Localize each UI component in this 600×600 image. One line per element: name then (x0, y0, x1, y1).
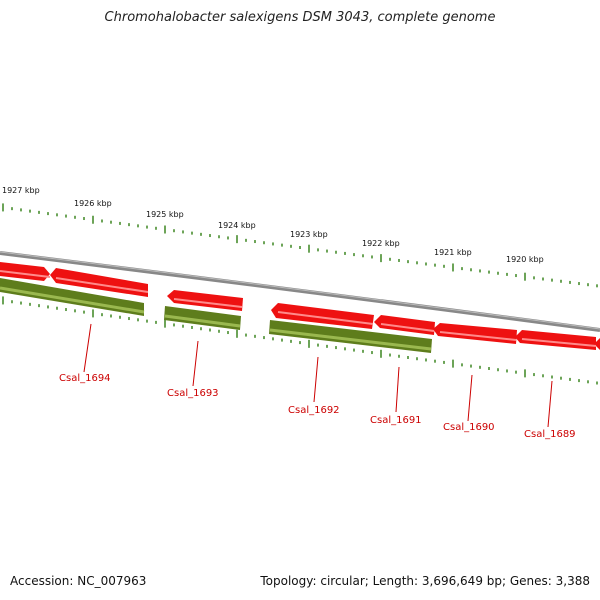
label-leader-line (313, 356, 319, 403)
gene-forward-2 (50, 268, 148, 297)
label-leader-line (467, 374, 473, 422)
gene-label: Csal_1692 (288, 405, 340, 416)
scale-tick-label: 1921 kbp (434, 248, 472, 257)
gene-label: Csal_1689 (524, 429, 576, 440)
gene-label: Csal_1691 (370, 415, 422, 426)
scale-tick-label: 1926 kbp (74, 199, 112, 208)
label-leader-line (192, 340, 199, 387)
gene-label: Csal_1693 (167, 388, 219, 399)
gene-label: Csal_1694 (59, 373, 111, 384)
page-title: Chromohalobacter salexigens DSM 3043, co… (104, 10, 496, 25)
scale-tick-label: 1927 kbp (2, 186, 40, 195)
topology-summary: Topology: circular; Length: 3,696,649 bp… (260, 574, 590, 588)
reverse-genes (0, 278, 432, 353)
accession-label: Accession: NC_007963 (10, 574, 147, 588)
label-leader-line (547, 380, 553, 428)
scale-tick-label: 1923 kbp (290, 230, 328, 239)
scale-tick-label: 1925 kbp (146, 210, 184, 219)
scale-tick-label: 1920 kbp (506, 255, 544, 264)
outer-scale-ticks: 1927 kbp 1926 kbp 1925 kbp 1924 kbp 1923 kbp… (2, 186, 598, 288)
forward-genes (0, 262, 600, 350)
genome-backbone (0, 251, 600, 332)
gene-forward-8 (594, 338, 600, 350)
scale-tick-label: 1924 kbp (218, 221, 256, 230)
label-leader-line (395, 366, 400, 413)
inner-scale-ticks (2, 296, 598, 385)
gene-label: Csal_1690 (443, 422, 495, 433)
scale-tick-label: 1922 kbp (362, 239, 400, 248)
gene-forward-4 (271, 303, 374, 329)
gene-labels: Csal_1694 Csal_1693 Csal_1692 Csal_1691 Csal… (59, 323, 576, 440)
label-leader-line (83, 323, 92, 373)
